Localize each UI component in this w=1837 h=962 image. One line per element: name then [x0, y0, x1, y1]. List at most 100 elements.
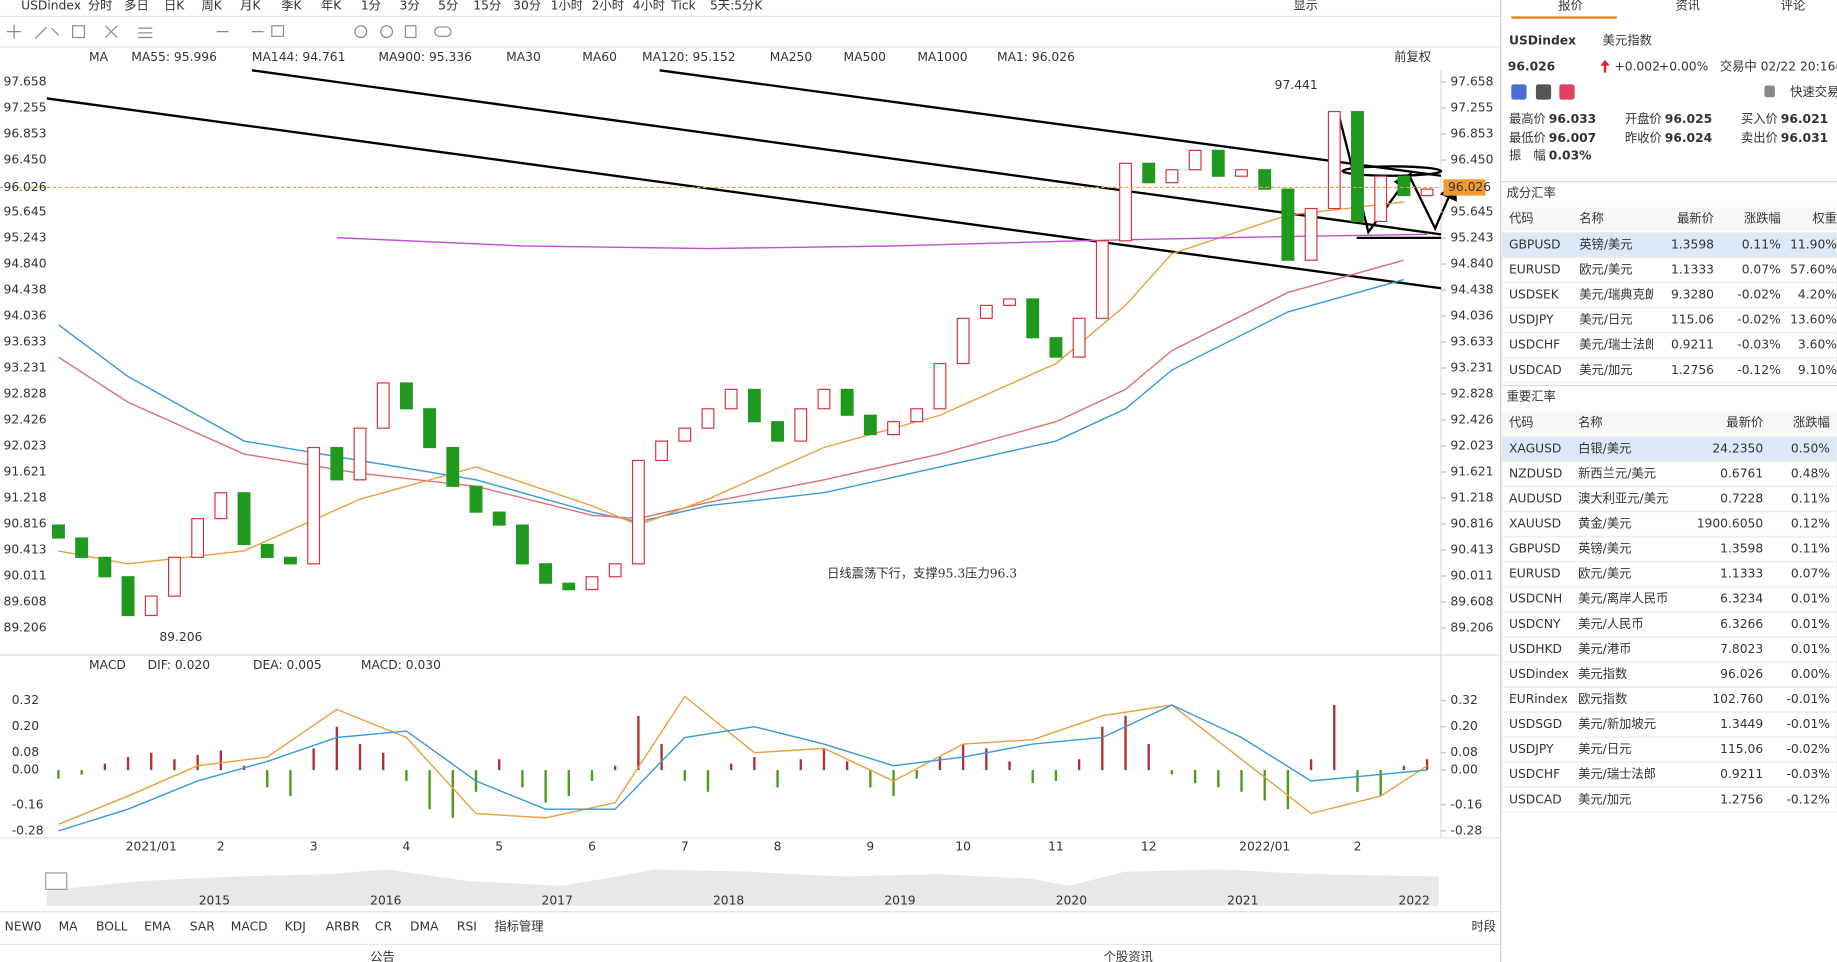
legend-item[interactable]: MA250 [770, 50, 812, 64]
crosshair-icon[interactable] [7, 24, 22, 39]
period-tab[interactable]: 5分 [438, 0, 458, 12]
quote-action[interactable] [1535, 84, 1552, 100]
table-header[interactable]: 代码 [1509, 415, 1534, 429]
comment-icon[interactable] [271, 25, 285, 37]
indicator-tab[interactable]: DMA [410, 919, 439, 933]
table-row[interactable] [1501, 611, 1837, 638]
legend-item[interactable]: MA1000 [917, 50, 967, 64]
indicator-tab[interactable]: MACD [231, 919, 268, 933]
candle [121, 576, 135, 617]
quick-trade-icon[interactable] [1764, 85, 1775, 98]
period-tab[interactable]: 多日 [124, 0, 149, 12]
info-tab[interactable]: 公告 [370, 950, 395, 962]
trash-icon[interactable] [404, 25, 417, 39]
restore-mode[interactable]: 前复权 [1394, 49, 1431, 64]
table-header[interactable]: 最新价 [1726, 414, 1763, 429]
table-header[interactable]: 最新价 [1677, 211, 1714, 226]
legend-item[interactable]: MA500 [844, 50, 886, 64]
time-segment[interactable]: 时段 [1471, 918, 1496, 933]
indicator-tab[interactable]: RSI [457, 919, 477, 933]
period-tab[interactable]: 15分 [473, 0, 501, 12]
indicator-tab[interactable]: CR [375, 919, 393, 933]
table-row[interactable] [1501, 282, 1837, 308]
indicator-tab[interactable]: 指标管理 [494, 918, 543, 933]
symbol[interactable]: USDindex [21, 0, 81, 12]
indicator-tab[interactable]: BOLL [96, 919, 128, 933]
legend-item[interactable]: MACD: 0.030 [361, 658, 441, 672]
table-row[interactable] [1501, 232, 1837, 258]
period-tab[interactable]: 1分 [361, 0, 381, 12]
draw-icon[interactable] [34, 26, 59, 40]
candle [52, 524, 65, 539]
period-tab[interactable]: 3分 [400, 0, 420, 12]
table-row[interactable] [1501, 786, 1837, 813]
legend-item[interactable]: MA30 [506, 50, 541, 64]
period-tab[interactable]: 年K [321, 0, 342, 12]
indicator-tab[interactable]: KDJ [285, 919, 306, 933]
legend-item[interactable]: MA900: 95.336 [378, 50, 472, 64]
period-tab[interactable]: 5天:5分K [710, 0, 763, 12]
last-price-label: 96.026 [4, 180, 47, 194]
indicator-tab[interactable]: MA [59, 919, 79, 933]
ban-icon[interactable] [380, 25, 394, 39]
period-tab[interactable]: 季K [281, 0, 302, 12]
legend-item[interactable]: MACD [89, 658, 126, 672]
table-row[interactable] [1501, 435, 1837, 462]
table-header[interactable]: 涨跌幅 [1793, 414, 1830, 429]
legend-item[interactable]: DIF: 0.020 [148, 658, 210, 672]
legend-item[interactable]: MA60 [582, 50, 617, 64]
table-row[interactable] [1501, 332, 1837, 359]
cross-icon[interactable] [105, 25, 118, 38]
indicator-tab[interactable]: NEW0 [5, 919, 42, 933]
table-header[interactable]: 名称 [1579, 211, 1604, 226]
legend-item[interactable]: MA120: 95.152 [642, 50, 736, 64]
table-cell: 澳大利亚元/美元 [1578, 491, 1668, 505]
table-row[interactable] [1501, 711, 1837, 738]
period-tab[interactable]: 30分 [513, 0, 541, 12]
table-header[interactable]: 代码 [1509, 212, 1534, 226]
indicator-tab[interactable]: ARBR [326, 919, 360, 933]
indicator-tab[interactable]: EMA [144, 919, 171, 933]
quick-trade[interactable]: 快速交易 [1790, 84, 1837, 99]
candle [1374, 175, 1388, 223]
table-row[interactable] [1501, 511, 1837, 537]
legend-item[interactable]: DEA: 0.005 [253, 658, 322, 672]
info-tab[interactable]: 个股资讯 [1104, 950, 1153, 962]
display-menu[interactable]: 显示 [1293, 0, 1318, 12]
period-tab[interactable]: 4小时 [633, 0, 665, 12]
period-tab[interactable]: 日K [164, 0, 185, 12]
legend-item[interactable]: MA55: 95.996 [131, 50, 217, 64]
eye-icon[interactable] [434, 26, 452, 37]
legend-item[interactable]: MA144: 94.761 [252, 50, 346, 64]
navigator-area[interactable] [46, 869, 1439, 906]
period-tab[interactable]: 周K [202, 0, 223, 12]
navigator-handle[interactable] [45, 872, 68, 890]
legend-item[interactable]: MA1: 96.026 [997, 50, 1075, 64]
quote-action[interactable] [1559, 84, 1575, 100]
table-row[interactable] [1501, 561, 1837, 588]
rect-icon[interactable] [72, 25, 85, 39]
cycle-icon[interactable] [354, 25, 368, 39]
quote-action[interactable] [1511, 84, 1527, 100]
table-header[interactable]: 权重 [1812, 212, 1837, 226]
period-tab[interactable]: 分时 [88, 0, 113, 12]
period-tab[interactable]: 2小时 [592, 0, 624, 12]
candle [399, 382, 413, 410]
x-tick-label: 10 [955, 840, 971, 854]
toolbar-icons[interactable] [7, 24, 452, 40]
table-header[interactable]: 名称 [1578, 414, 1603, 429]
table-row[interactable] [1501, 636, 1837, 663]
panel-tab[interactable]: 资讯 [1675, 0, 1700, 12]
panel-tab[interactable]: 报价 [1558, 0, 1583, 12]
table-row[interactable] [1501, 357, 1837, 384]
table-row[interactable] [1501, 761, 1837, 788]
period-tab[interactable]: 1小时 [551, 0, 583, 12]
table-header[interactable]: 涨跌幅 [1744, 211, 1781, 226]
table-row[interactable] [1501, 460, 1837, 487]
indicator-tab[interactable]: SAR [190, 919, 215, 933]
period-tab[interactable]: 月K [240, 0, 261, 12]
panel-tab[interactable]: 评论 [1781, 0, 1806, 12]
period-tab[interactable]: Tick [670, 0, 696, 12]
table-row[interactable] [1501, 686, 1837, 713]
lines-icon[interactable] [138, 27, 153, 39]
